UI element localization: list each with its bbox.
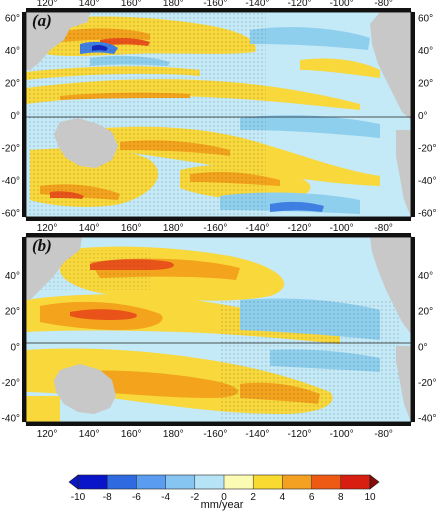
lat-tick-left: -40° <box>2 413 20 424</box>
lon-tick-bottom: -120° <box>287 223 311 234</box>
colorbar-tick-label: 10 <box>364 492 376 503</box>
colorbar: -10 -8 -6 -4 -2 0 2 4 6 8 10 <box>68 474 380 503</box>
lon-tick-top: 120° <box>37 0 58 9</box>
panel-b-left-bar <box>22 237 26 422</box>
lon-tick-bottom: 140° <box>79 429 100 440</box>
lon-tick-top: 180° <box>163 0 184 9</box>
colorbar-min-arrow <box>68 474 79 490</box>
colorbar-tick-label: -8 <box>103 492 112 503</box>
lon-tick-bottom: 160° <box>121 429 142 440</box>
colorbar-tick-label: 0 <box>221 492 227 503</box>
panel-a-label: (a) <box>32 11 52 30</box>
lat-tick-left: 40° <box>5 46 20 57</box>
panel-a-left-bar <box>22 12 26 217</box>
lon-tick-bottom: 120° <box>37 223 58 234</box>
lon-tick-bottom: -100° <box>330 429 354 440</box>
panel-b-bottom-bar <box>26 422 411 426</box>
lat-tick-right: 40° <box>418 46 433 57</box>
colorbar-tick-label: 8 <box>338 492 344 503</box>
panel-a-ticks: 120° 120° 140° 140° 160° 160° 180° 180° -160° -16… <box>2 0 437 234</box>
colorbar-segment <box>224 475 254 489</box>
lat-tick-right: -60° <box>418 209 436 220</box>
lat-tick-right: -20° <box>418 144 436 155</box>
lat-tick-left: 60° <box>5 14 20 25</box>
colorbar-tick-label: 4 <box>280 492 286 503</box>
lon-tick-bottom: -140° <box>245 223 269 234</box>
lon-tick-bottom: -160° <box>203 223 227 234</box>
colorbar-unit-label: mm/year <box>201 499 244 511</box>
lat-tick-right: 0° <box>418 342 428 353</box>
panel-a-top-bar <box>26 8 411 12</box>
colorbar-segment <box>78 475 108 489</box>
lat-tick-right: -20° <box>418 378 436 389</box>
lon-tick-bottom: 180° <box>163 223 184 234</box>
lat-tick-left: -20° <box>2 144 20 155</box>
colorbar-segment <box>194 475 225 489</box>
lat-tick-right: 20° <box>418 307 433 318</box>
lon-tick-top: -120° <box>287 0 311 9</box>
panel-a-bottom-bar <box>26 217 411 221</box>
lon-tick-bottom: -120° <box>287 429 311 440</box>
lat-tick-right: 20° <box>418 79 433 90</box>
lon-tick-top: -160° <box>203 0 227 9</box>
colorbar-segment <box>253 475 283 489</box>
lon-tick-bottom: -80° <box>374 223 392 234</box>
lat-tick-right: 0° <box>418 111 428 122</box>
lat-tick-left: -20° <box>2 378 20 389</box>
colorbar-segment <box>340 475 371 489</box>
lon-tick-top: -140° <box>245 0 269 9</box>
lon-tick-bottom: 120° <box>37 429 58 440</box>
panel-b-label: (b) <box>32 236 52 255</box>
panel-a-right-bar <box>411 12 415 217</box>
lon-tick-bottom: -100° <box>330 223 354 234</box>
lat-tick-left: 0° <box>10 111 20 122</box>
panel-a-field <box>26 12 411 217</box>
colorbar-max-arrow <box>369 474 380 490</box>
lon-tick-top: -80° <box>374 0 392 9</box>
panel-b-top-bar <box>26 233 411 237</box>
colorbar-tick-label: 2 <box>250 492 256 503</box>
colorbar-segment <box>107 475 137 489</box>
colorbar-tick-label: -6 <box>132 492 141 503</box>
lat-tick-left: 20° <box>5 307 20 318</box>
colorbar-segment <box>311 475 342 489</box>
colorbar-segment <box>136 475 166 489</box>
lon-tick-bottom: 160° <box>121 223 142 234</box>
lat-tick-right: -40° <box>418 176 436 187</box>
lon-tick-bottom: 140° <box>79 223 100 234</box>
lon-tick-bottom: -160° <box>203 429 227 440</box>
colorbar-segment <box>165 475 196 489</box>
lon-tick-bottom: -80° <box>374 429 392 440</box>
lon-tick-top: 160° <box>121 0 142 9</box>
lat-tick-left: -60° <box>2 209 20 220</box>
colorbar-tick-label: -4 <box>161 492 170 503</box>
lat-tick-right: -40° <box>418 413 436 424</box>
lat-tick-left: 40° <box>5 271 20 282</box>
lon-tick-bottom: -140° <box>245 429 269 440</box>
panel-b: (b) 120° 140° 160° 180° -160° -140° -120° -100°… <box>2 233 437 440</box>
lat-tick-right: 40° <box>418 271 433 282</box>
colorbar-segment <box>282 475 312 489</box>
panel-b-right-bar <box>411 237 415 422</box>
panel-b-field <box>26 237 411 422</box>
lat-tick-left: -40° <box>2 176 20 187</box>
lon-tick-top: 140° <box>79 0 100 9</box>
lat-tick-right: 60° <box>418 14 433 25</box>
lat-tick-left: 20° <box>5 79 20 90</box>
panel-b-ticks: 120° 140° 160° 180° -160° -140° -120° -100° -80°… <box>2 271 437 440</box>
colorbar-tick-label: 6 <box>309 492 315 503</box>
colorbar-tick-label: -10 <box>71 492 86 503</box>
lon-tick-bottom: 180° <box>163 429 184 440</box>
panel-a: (a) 120° 120° 140° 140° 160° 160° 180° 180° -160… <box>2 0 437 234</box>
colorbar-tick-label: -2 <box>190 492 199 503</box>
lat-tick-left: 0° <box>10 342 20 353</box>
lon-tick-top: -100° <box>330 0 354 9</box>
